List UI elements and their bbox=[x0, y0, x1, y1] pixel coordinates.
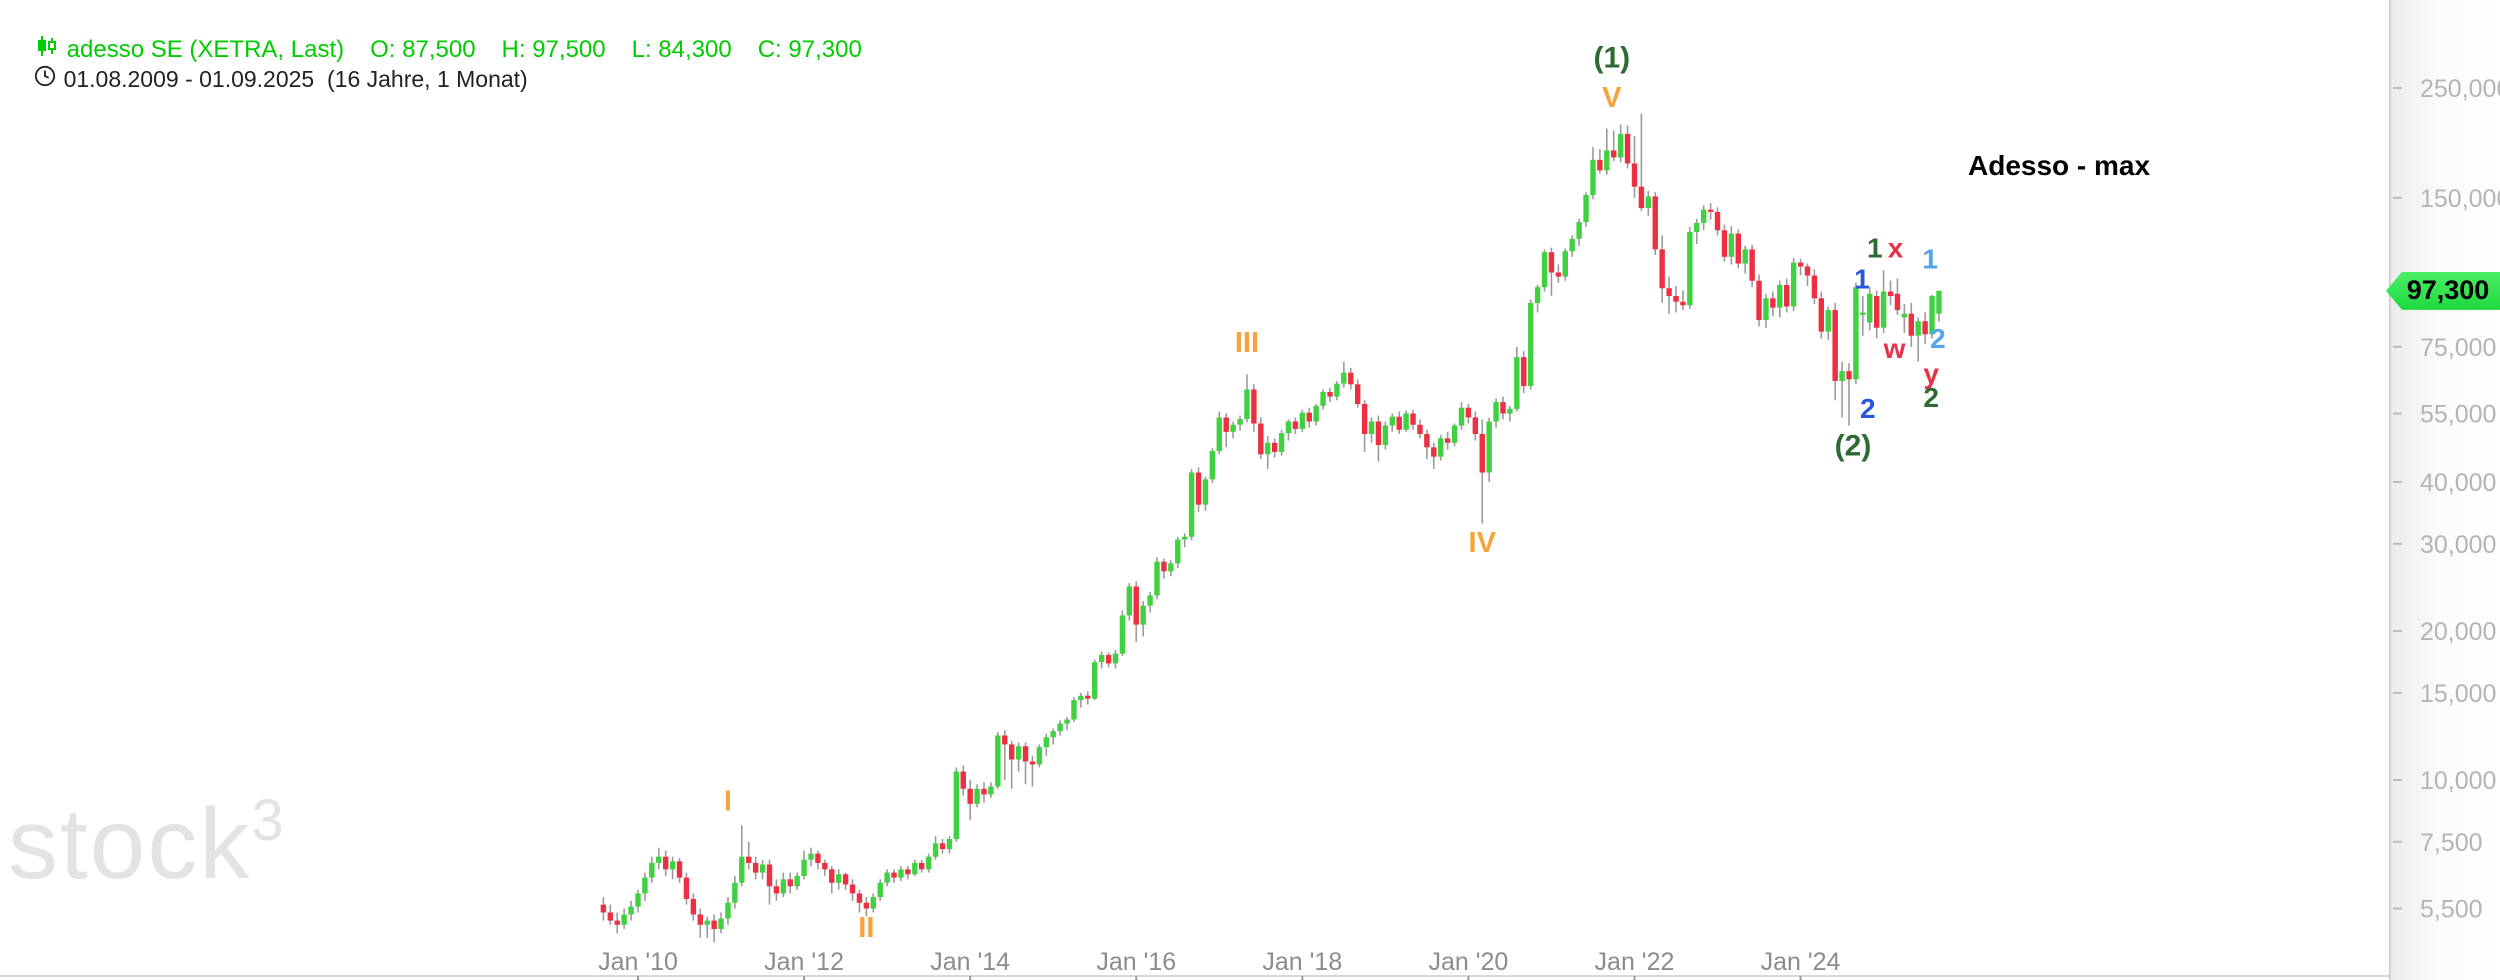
svg-text:V: V bbox=[1602, 82, 1622, 114]
svg-text:30,000: 30,000 bbox=[2420, 531, 2496, 559]
svg-text:Jan '18: Jan '18 bbox=[1262, 948, 1342, 976]
svg-text:20,000: 20,000 bbox=[2420, 618, 2496, 646]
svg-text:1: 1 bbox=[1867, 232, 1883, 263]
svg-text:15,000: 15,000 bbox=[2420, 680, 2496, 708]
chart-title: Adesso - max bbox=[1968, 150, 2151, 181]
svg-text:250,000: 250,000 bbox=[2420, 75, 2500, 103]
svg-text:Jan '24: Jan '24 bbox=[1761, 948, 1841, 976]
svg-text:y: y bbox=[1923, 358, 1939, 389]
price-badge-label: 97,300 bbox=[2406, 275, 2490, 306]
ohlc-open: O: 87,500 bbox=[370, 35, 476, 63]
svg-text:(2): (2) bbox=[1835, 430, 1872, 463]
svg-text:III: III bbox=[1235, 327, 1259, 359]
svg-text:Jan '10: Jan '10 bbox=[598, 948, 678, 976]
date-range-header: 01.08.2009 - 01.09.2025 (16 Jahre, 1 Mon… bbox=[8, 38, 528, 120]
svg-text:Jan '12: Jan '12 bbox=[764, 948, 844, 976]
ohlc-close: C: 97,300 bbox=[757, 35, 862, 63]
svg-text:Jan '14: Jan '14 bbox=[930, 948, 1010, 976]
svg-text:75,000: 75,000 bbox=[2420, 334, 2496, 362]
svg-text:2: 2 bbox=[1860, 393, 1876, 424]
svg-text:7,500: 7,500 bbox=[2420, 829, 2483, 857]
svg-text:Jan '22: Jan '22 bbox=[1595, 948, 1675, 976]
stock3-watermark: stock3 bbox=[8, 788, 284, 900]
svg-text:(1): (1) bbox=[1593, 41, 1630, 74]
svg-text:Jan '20: Jan '20 bbox=[1428, 948, 1508, 976]
svg-text:x: x bbox=[1888, 232, 1904, 263]
svg-text:150,000: 150,000 bbox=[2420, 185, 2500, 213]
svg-text:w: w bbox=[1883, 333, 1906, 364]
svg-text:2: 2 bbox=[1930, 323, 1946, 354]
price-badge: 97,300 bbox=[2386, 271, 2500, 310]
svg-text:1: 1 bbox=[1922, 244, 1938, 275]
candlestick-icon bbox=[8, 6, 59, 93]
symbol-header: adesso SE (XETRA, Last) O: 87,500 H: 97,… bbox=[8, 6, 862, 93]
ohlc-low: L: 84,300 bbox=[631, 35, 732, 63]
svg-text:Jan '16: Jan '16 bbox=[1096, 948, 1176, 976]
svg-text:40,000: 40,000 bbox=[2420, 469, 2496, 497]
ohlc-high: H: 97,500 bbox=[501, 35, 606, 63]
clock-icon bbox=[8, 38, 56, 120]
svg-text:IV: IV bbox=[1469, 527, 1497, 559]
date-range-label: 01.08.2009 - 01.09.2025 (16 Jahre, 1 Mon… bbox=[63, 65, 528, 92]
svg-text:1: 1 bbox=[1854, 263, 1870, 294]
price-axis-panel[interactable] bbox=[2389, 0, 2500, 980]
symbol-label: adesso SE (XETRA, Last) bbox=[66, 35, 345, 63]
svg-text:10,000: 10,000 bbox=[2420, 767, 2496, 795]
svg-text:I: I bbox=[724, 785, 732, 817]
svg-text:2: 2 bbox=[1923, 382, 1939, 413]
svg-text:55,000: 55,000 bbox=[2420, 401, 2496, 429]
svg-text:5,500: 5,500 bbox=[2420, 896, 2483, 924]
svg-text:II: II bbox=[858, 912, 874, 944]
